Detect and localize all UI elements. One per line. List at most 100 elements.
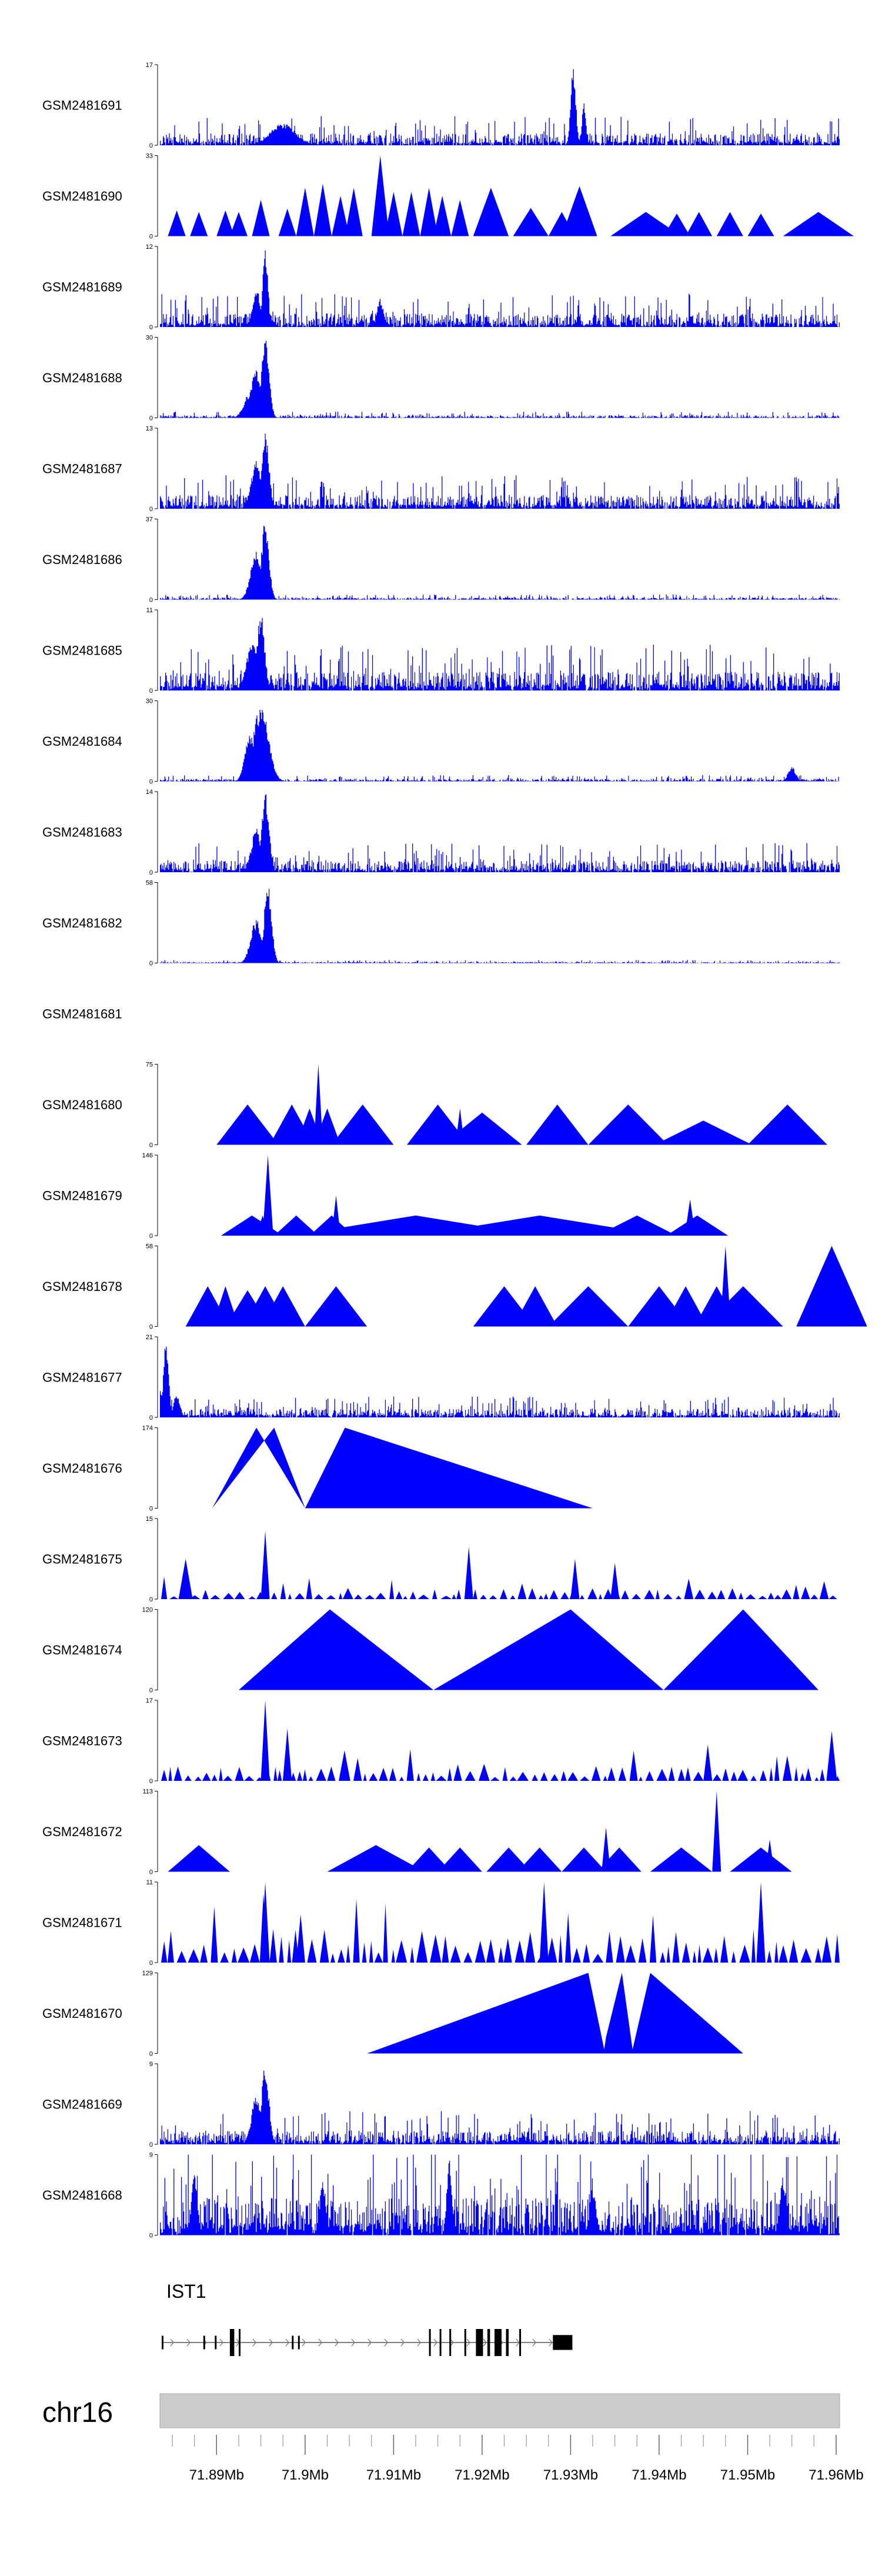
signal-area <box>160 1346 840 1417</box>
y-axis-min-label: 0 <box>149 597 153 604</box>
y-axis-min-label: 0 <box>149 1506 153 1513</box>
signal-area-0 <box>212 1427 305 1509</box>
track-label: GSM2481669 <box>42 2097 122 2112</box>
signal-peak-2 <box>313 1064 323 1145</box>
track-label: GSM2481676 <box>42 1461 122 1476</box>
y-axis-max-label: 37 <box>146 516 153 523</box>
signal-peak-5 <box>305 1286 368 1327</box>
y-axis-min-label: 0 <box>149 1778 153 1785</box>
y-axis-max-label: 13 <box>146 425 153 432</box>
track-label: GSM2481675 <box>42 1552 122 1567</box>
track-GSM2481669: GSM2481669 9 0 <box>42 2061 840 2148</box>
track-GSM2481690: GSM2481690 33 0 <box>42 153 854 241</box>
track-label: GSM2481672 <box>42 1824 122 1839</box>
signal-peak-10 <box>712 1791 721 1872</box>
y-axis-min-label: 0 <box>149 415 153 422</box>
signal-peak-8 <box>597 1215 677 1236</box>
axis-tick-label: 71.93Mb <box>543 2467 598 2483</box>
y-axis-max-label: 33 <box>146 153 153 160</box>
signal-peak-3 <box>570 1559 580 1599</box>
y-axis-max-label: 146 <box>142 1152 153 1159</box>
track-GSM2481683: GSM2481683 14 0 <box>42 789 840 876</box>
gene-direction-chevron <box>186 2338 191 2347</box>
track-label: GSM2481677 <box>42 1370 122 1385</box>
signal-peak-20 <box>610 212 681 236</box>
y-axis-min-label: 0 <box>149 960 153 967</box>
gene-direction-chevron <box>302 2338 306 2347</box>
signal-peak-23 <box>716 212 743 236</box>
signal-peak-3 <box>274 1215 319 1236</box>
gene-direction-chevron <box>318 2338 322 2347</box>
gene-direction-chevron <box>549 2338 553 2347</box>
signal-peak-12 <box>765 1839 774 1872</box>
signal-peak-19 <box>562 186 597 236</box>
gene-exon-16 <box>553 2335 573 2350</box>
signal-peak-3 <box>437 1847 482 1872</box>
y-axis-max-label: 15 <box>146 1516 153 1523</box>
y-axis-min-label: 0 <box>149 1233 153 1240</box>
y-axis-max-label: 17 <box>146 1697 153 1704</box>
track-label: GSM2481683 <box>42 825 122 840</box>
signal-peak-10 <box>371 155 389 236</box>
signal-peak-6 <box>562 1847 606 1872</box>
track-label: GSM2481682 <box>42 916 122 930</box>
y-axis-max-label: 113 <box>142 1788 153 1796</box>
chromosome-label: chr16 <box>42 2397 113 2428</box>
gene-direction-chevron <box>351 2338 355 2347</box>
signal-area <box>160 2070 840 2144</box>
chromosome-axis: chr16 71.89Mb 71.9Mb 71.91Mb 71.92Mb 71.93Mb 7… <box>42 2393 864 2483</box>
signal-peak-4 <box>260 1286 305 1327</box>
signal-peak-2 <box>826 1731 837 1781</box>
signal-peak-0 <box>260 1700 270 1781</box>
track-GSM2481672: GSM2481672 113 0 <box>42 1788 792 1876</box>
signal-peak-4 <box>610 1563 620 1599</box>
gene-exon-13 <box>495 2329 502 2356</box>
signal-peak-9 <box>345 188 363 236</box>
gene-direction-chevron <box>285 2338 289 2347</box>
signal-peak-11 <box>730 1847 792 1872</box>
gene-direction-chevron <box>417 2338 421 2347</box>
track-GSM2481675: GSM2481675 15 0 <box>42 1516 837 1603</box>
gene-exon-6 <box>298 2335 300 2350</box>
signal-peak-12 <box>402 192 420 236</box>
signal-peak-17 <box>513 208 549 236</box>
track-label: GSM2481689 <box>42 280 122 295</box>
signal-area <box>160 250 840 327</box>
signal-peak-8 <box>442 1112 522 1145</box>
y-axis-min-label: 0 <box>149 1960 153 1967</box>
gene-exon-9 <box>449 2329 452 2356</box>
signal-peak-0 <box>216 1105 279 1145</box>
y-axis-max-label: 30 <box>146 698 153 705</box>
signal-area-0 <box>239 1609 434 1690</box>
signal-peak-8 <box>548 1286 629 1327</box>
y-axis-min-label: 0 <box>149 1414 153 1422</box>
y-axis-min-label: 0 <box>149 2233 153 2240</box>
track-GSM2481688: GSM2481688 30 0 <box>42 335 840 422</box>
y-axis-min-label: 0 <box>149 1869 153 1876</box>
signal-area-1 <box>433 1609 664 1690</box>
signal-peak-10 <box>663 1286 708 1327</box>
y-axis-max-label: 9 <box>149 2152 153 2159</box>
signal-peak-0 <box>168 210 186 236</box>
y-axis-max-label: 58 <box>146 880 153 887</box>
signal-peak-6 <box>407 1105 469 1145</box>
track-GSM2481670: GSM2481670 129 0 <box>42 1970 743 2058</box>
signal-peak-11 <box>385 192 403 236</box>
gene-direction-chevron <box>483 2338 487 2347</box>
gene-name-label: IST1 <box>166 2281 206 2302</box>
signal-area <box>160 709 840 782</box>
signal-peak-1 <box>283 1728 292 1781</box>
axis-tick-label: 71.94Mb <box>632 2467 686 2483</box>
signal-area-0 <box>367 1973 743 2054</box>
track-label: GSM2481674 <box>42 1643 122 1657</box>
y-axis-max-label: 9 <box>149 2061 153 2068</box>
track-label: GSM2481673 <box>42 1734 122 1749</box>
track-GSM2481677: GSM2481677 21 0 <box>42 1334 840 1422</box>
signal-peak-7 <box>313 183 332 236</box>
gene-direction-chevron <box>400 2338 405 2347</box>
signal-peak-8 <box>597 1847 642 1872</box>
signal-peak-12 <box>747 1105 827 1145</box>
track-label: GSM2481679 <box>42 1189 122 1203</box>
y-axis-max-label: 11 <box>146 1879 153 1886</box>
signal-peak-10 <box>666 1215 729 1236</box>
